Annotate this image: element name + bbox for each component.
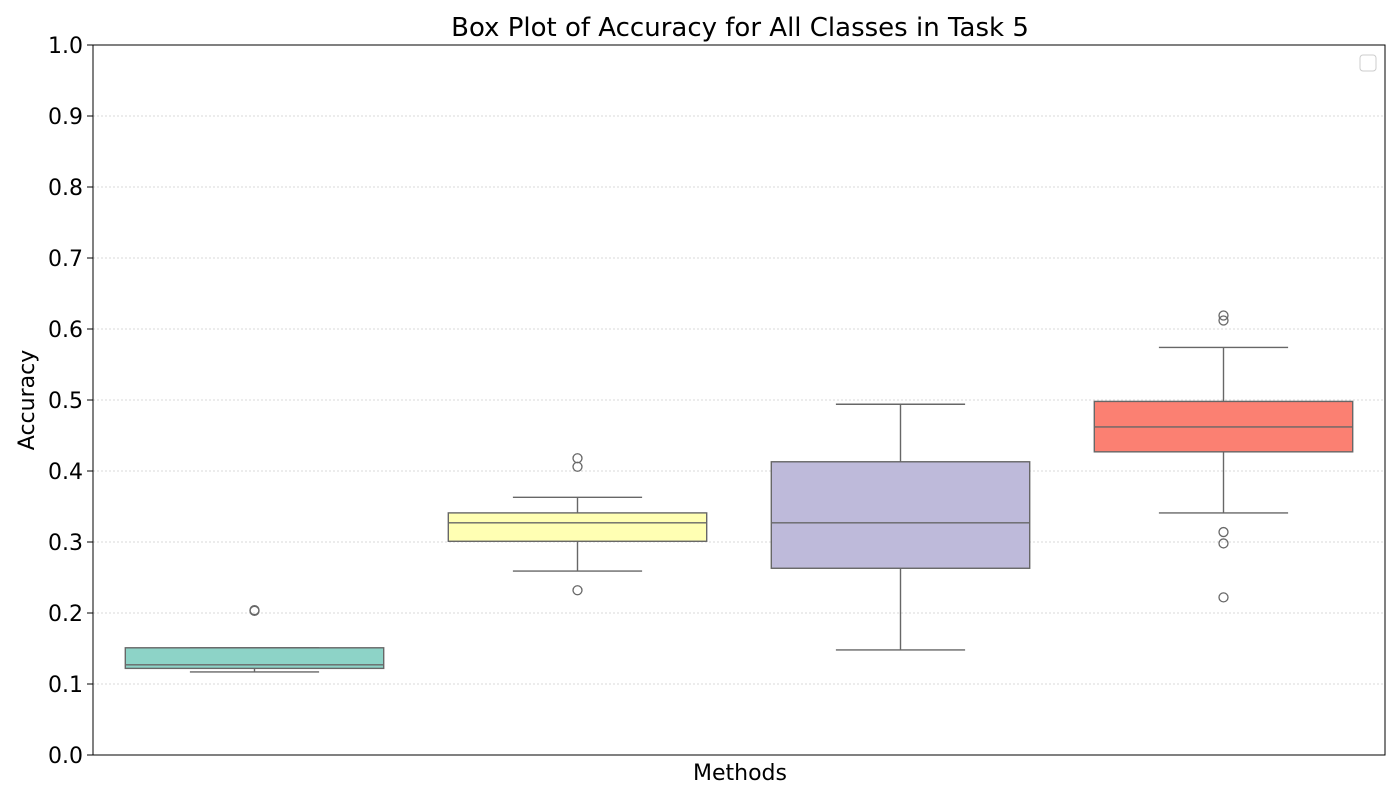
outlier-point: [1218, 538, 1229, 549]
outlier-point: [572, 453, 583, 464]
box-group: [770, 403, 1031, 651]
outlier-point: [249, 605, 260, 616]
outlier-point: [572, 585, 583, 596]
iqr-box: [770, 461, 1031, 569]
outlier-point: [1218, 315, 1229, 326]
y-tick-label: 1.0: [48, 34, 83, 59]
iqr-box: [447, 512, 708, 542]
y-tick-label: 0.7: [48, 247, 83, 272]
outlier-point: [572, 461, 583, 472]
y-tick-label: 0.3: [48, 531, 83, 556]
box-group: [1093, 310, 1354, 603]
box-group: [124, 605, 385, 673]
y-axis-title: Accuracy: [15, 350, 40, 450]
y-tick-label: 0.9: [48, 105, 83, 130]
box-group: [447, 453, 708, 596]
y-tick-label: 0.6: [48, 318, 83, 343]
y-tick-label: 0.2: [48, 602, 83, 627]
y-tick-label: 0.4: [48, 460, 83, 485]
plot-frame: [92, 44, 1386, 756]
legend-box: [1359, 54, 1377, 72]
outlier-point: [1218, 310, 1229, 321]
grid-lines: [93, 115, 1385, 685]
iqr-box: [124, 647, 385, 670]
outlier-point: [1218, 592, 1229, 603]
y-tick-label: 0.8: [48, 176, 83, 201]
x-axis-title: Methods: [693, 761, 787, 786]
y-tick-label: 0.0: [48, 744, 83, 769]
y-ticks: 0.0 0.1 0.2 0.3 0.4 0.5 0.6 0.7 0.8 0.9 1.0: [48, 34, 93, 769]
y-tick-label: 0.1: [48, 673, 83, 698]
chart-title: Box Plot of Accuracy for All Classes in …: [451, 13, 1029, 43]
boxes-layer: [124, 310, 1354, 673]
outlier-point: [1218, 526, 1229, 538]
y-tick-label: 0.5: [48, 389, 83, 414]
